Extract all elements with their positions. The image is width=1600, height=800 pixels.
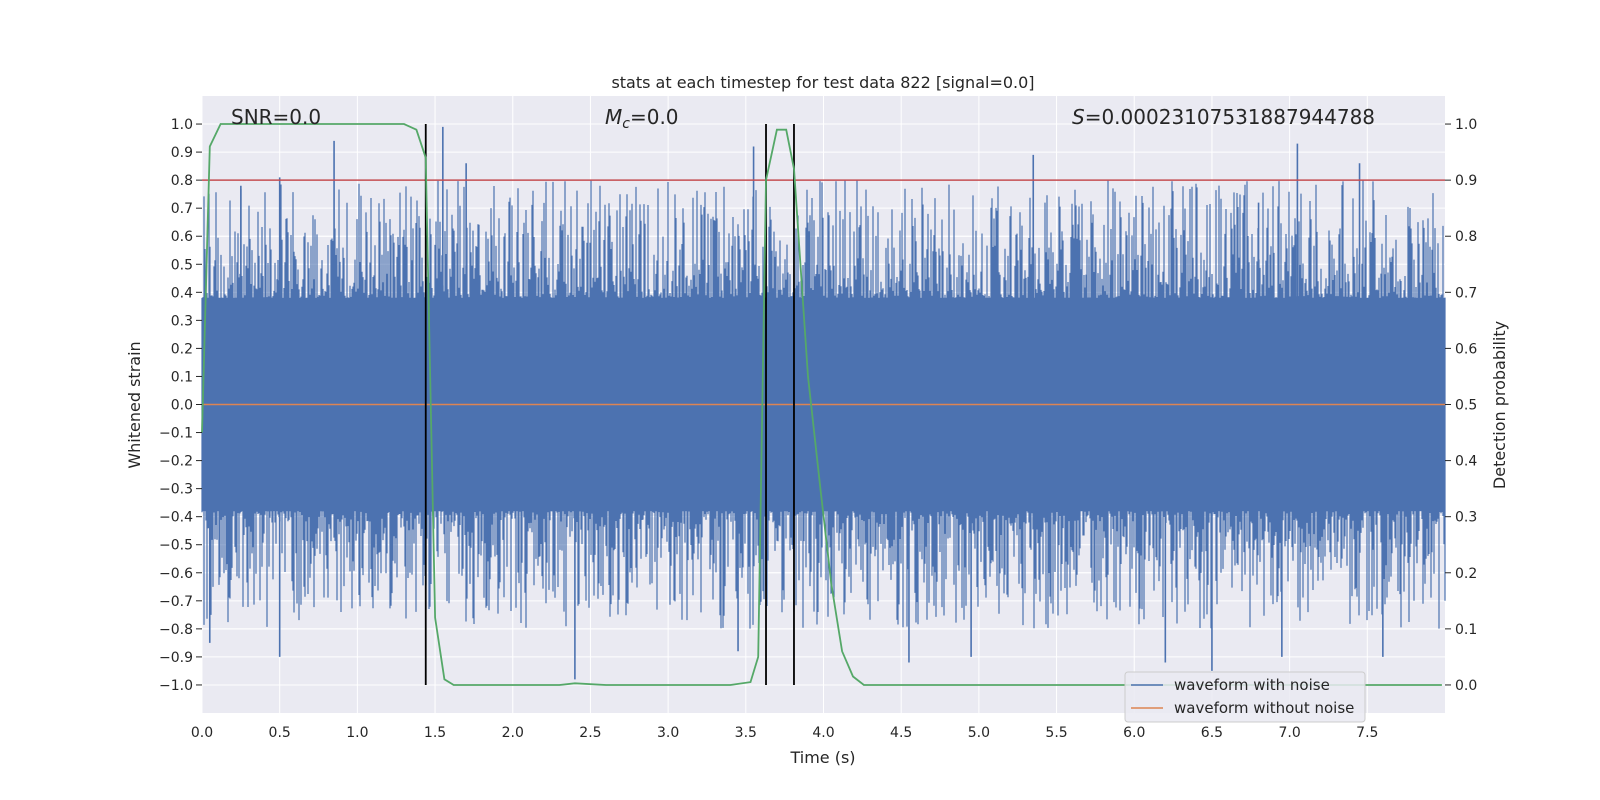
x-tick-label: 4.0 [812, 725, 834, 741]
y-axis-label: Whitened strain [125, 341, 144, 468]
legend-label-noise: waveform with noise [1174, 676, 1330, 694]
chirp-mass-subscript: c [622, 116, 630, 132]
y-tick-label: 0.4 [171, 285, 193, 301]
y2-tick-label: 0.6 [1455, 341, 1477, 357]
legend-label-clean: waveform without noise [1174, 699, 1354, 717]
y-axis-left: −1.0 −0.9 −0.8 −0.7 −0.6 −0.5 −0.4 −0.3 −0.2 −0.1… [159, 117, 202, 694]
y-tick-label: 0.2 [171, 341, 193, 357]
y-tick-label: −0.3 [159, 482, 193, 498]
y-tick-label: −1.0 [159, 678, 193, 694]
y-tick-label: −0.7 [159, 594, 193, 610]
x-tick-label: 2.0 [502, 725, 524, 741]
x-tick-label: 0.5 [269, 725, 291, 741]
y-axis-right: 0.0 0.1 0.2 0.3 0.4 0.5 0.6 0.7 0.8 0.9 1.0 [1445, 117, 1477, 694]
x-tick-label: 5.5 [1045, 725, 1067, 741]
y-tick-label: 0.1 [171, 369, 193, 385]
y2-tick-label: 0.4 [1455, 454, 1477, 470]
y2-tick-label: 0.9 [1455, 173, 1477, 189]
y-tick-label: −0.6 [159, 566, 193, 582]
x-axis: 0.0 0.5 1.0 1.5 2.0 2.5 3.0 3.5 4.0 4.5 5.0 5.5 6.0 6… [191, 725, 1379, 741]
y-tick-label: 0.9 [171, 145, 193, 161]
chart-title: stats at each timestep for test data 822… [611, 73, 1034, 92]
x-tick-label: 5.0 [968, 725, 990, 741]
x-tick-label: 0.0 [191, 725, 213, 741]
x-tick-label: 7.5 [1356, 725, 1378, 741]
x-tick-label: 1.0 [346, 725, 368, 741]
y-tick-label: −0.2 [159, 454, 193, 470]
y2-tick-label: 0.5 [1455, 398, 1477, 414]
y-tick-label: 0.3 [171, 313, 193, 329]
y-tick-label: 0.0 [171, 398, 193, 414]
snr-annotation: SNR=0.0 [231, 105, 321, 129]
chirp-mass-symbol: M [605, 105, 622, 129]
chirp-mass-value: =0.0 [630, 105, 679, 129]
y-tick-label: −0.4 [159, 510, 193, 526]
x-tick-label: 1.5 [424, 725, 446, 741]
legend: waveform with noise waveform without noi… [1124, 671, 1366, 723]
score-annotation: S=0.00023107531887944788 [1072, 105, 1375, 129]
y2-tick-label: 0.1 [1455, 622, 1477, 638]
y-tick-label: 0.7 [171, 201, 193, 217]
x-tick-label: 3.0 [657, 725, 679, 741]
y2-tick-label: 1.0 [1455, 117, 1477, 133]
y-tick-label: −0.9 [159, 650, 193, 666]
detection-probability-line [201, 123, 1442, 686]
y2-tick-label: 0.8 [1455, 229, 1477, 245]
y2-axis-label: Detection probability [1490, 321, 1509, 489]
x-tick-label: 3.5 [735, 725, 757, 741]
y-tick-label: 0.5 [171, 257, 193, 273]
y-tick-label: −0.5 [159, 538, 193, 554]
x-tick-label: 6.5 [1201, 725, 1223, 741]
chirp-mass-annotation: Mc=0.0 [605, 105, 679, 132]
x-tick-label: 6.0 [1123, 725, 1145, 741]
score-symbol: S [1072, 105, 1085, 129]
y-tick-label: −0.8 [159, 622, 193, 638]
y-tick-label: −0.1 [159, 426, 193, 442]
overlay-lines [201, 123, 1445, 686]
x-tick-label: 4.5 [890, 725, 912, 741]
x-tick-label: 2.5 [579, 725, 601, 741]
y2-tick-label: 0.3 [1455, 510, 1477, 526]
y-tick-label: 0.6 [171, 229, 193, 245]
y2-tick-label: 0.7 [1455, 285, 1477, 301]
score-value: =0.00023107531887944788 [1085, 105, 1375, 129]
y-tick-label: 0.8 [171, 173, 193, 189]
legend-box [1124, 671, 1366, 723]
y2-tick-label: 0.2 [1455, 566, 1477, 582]
y-tick-label: 1.0 [171, 117, 193, 133]
y2-tick-label: 0.0 [1455, 678, 1477, 694]
x-tick-label: 7.0 [1278, 725, 1300, 741]
x-axis-label: Time (s) [789, 748, 855, 767]
